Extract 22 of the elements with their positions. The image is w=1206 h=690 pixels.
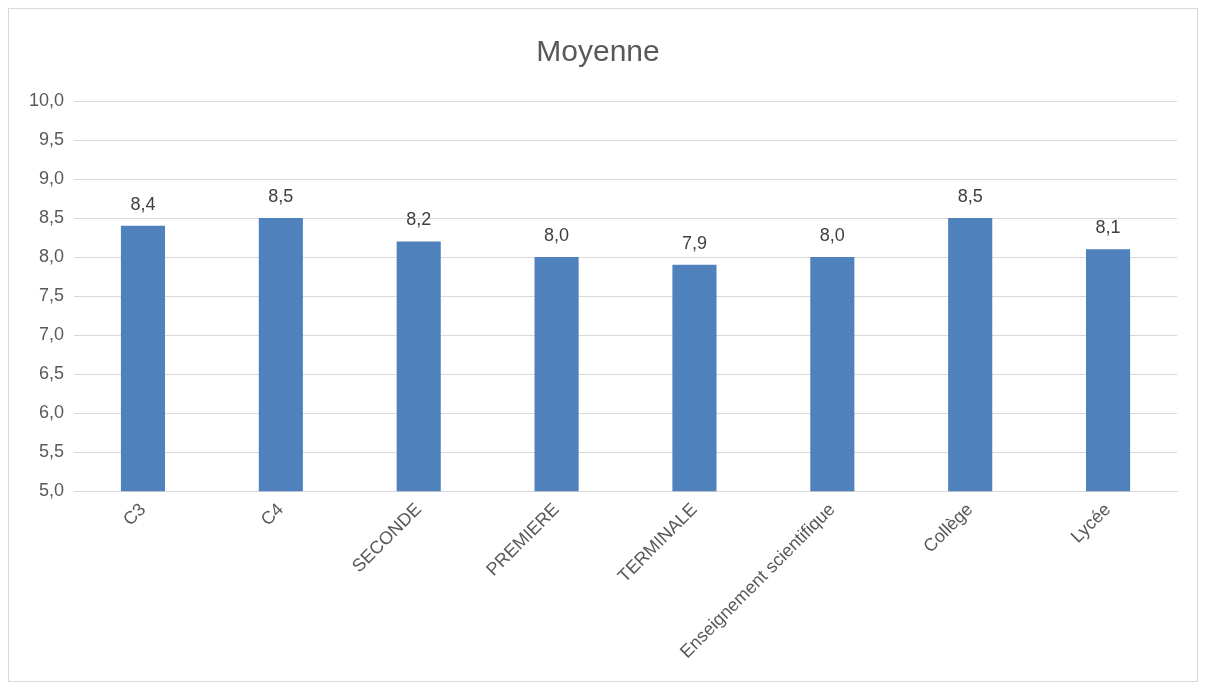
y-tick-label: 8,0 — [39, 246, 65, 267]
y-tick-label: 6,5 — [39, 363, 65, 384]
y-tick-label: 5,5 — [39, 441, 65, 462]
data-label: 8,5 — [957, 186, 983, 207]
x-tick-label: C3 — [118, 498, 150, 530]
data-label: 8,0 — [544, 225, 570, 246]
y-tick-label: 5,0 — [39, 480, 65, 501]
data-label: 8,1 — [1095, 217, 1121, 238]
y-tick-label: 7,0 — [39, 324, 65, 345]
y-tick-label: 7,5 — [39, 285, 65, 306]
y-tick-label: 6,0 — [39, 402, 65, 423]
y-tick-label: 9,5 — [39, 128, 65, 149]
data-label: 8,2 — [406, 209, 432, 230]
data-label: 8,4 — [130, 193, 156, 214]
chart-title: Moyenne — [536, 34, 660, 68]
y-tick-label: 10,0 — [28, 89, 65, 110]
y-tick-label: 8,5 — [39, 207, 65, 228]
x-tick-label: C4 — [256, 498, 288, 530]
y-tick-label: 9,0 — [39, 168, 65, 188]
data-label: 8,5 — [268, 186, 294, 207]
data-label: 7,9 — [681, 232, 707, 253]
data-label: 8,0 — [819, 225, 845, 246]
